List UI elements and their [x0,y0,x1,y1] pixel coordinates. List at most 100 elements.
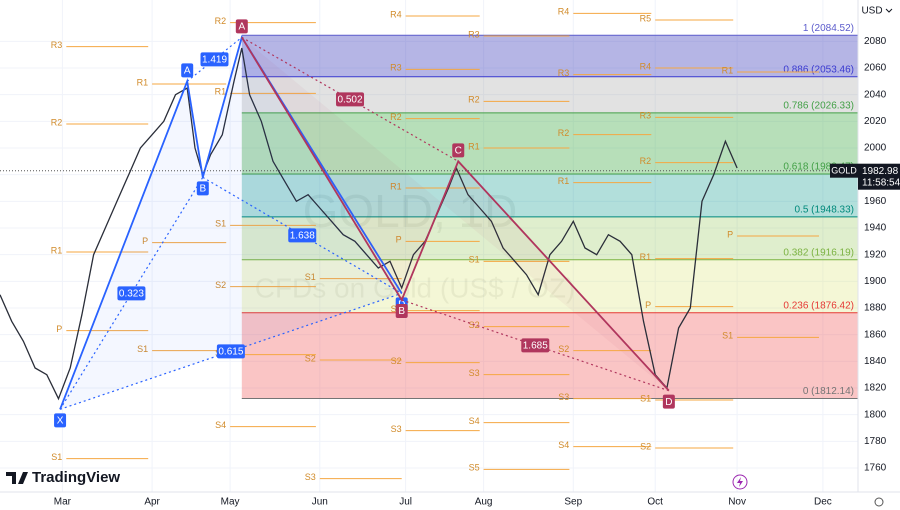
pivot-label: S3 [558,392,569,402]
pivot-label: R3 [558,68,570,78]
x-tick-label: May [221,497,240,508]
y-tick-label: 1880 [864,303,887,314]
pivot-label: S5 [469,463,480,473]
pivot-label: R3 [640,111,652,121]
ratio-box [117,286,146,301]
settings-icon [874,497,884,507]
pivot-label: S3 [469,368,480,378]
pivot-label: R2 [558,128,570,138]
point-label: A [184,65,191,76]
pivot-label: P [645,300,651,310]
ratio-label: 0.323 [119,288,144,299]
pivot-label: R3 [390,63,402,73]
fib-zone [241,259,859,313]
currency-caret [885,8,893,13]
y-tick-label: 1840 [864,356,887,367]
pivot-label: S2 [215,280,226,290]
fib-label: 0 (1812.14) [803,386,854,397]
y-tick-label: 1860 [864,329,887,340]
pivot-label: P [142,236,148,246]
pivot-label: S1 [640,393,651,403]
x-tick-label: Jul [399,497,412,508]
point-label: B [199,183,206,194]
y-tick-label: 2060 [864,63,887,74]
y-tick-label: 1820 [864,383,887,394]
pivot-label: S1 [215,219,226,229]
x-tick-label: Apr [144,497,160,508]
x-tick-label: Sep [564,497,582,508]
fib-label: 0.382 (1916.19) [783,247,854,258]
fib-zone [241,216,859,260]
time-axis [0,492,900,510]
pivot-label: R2 [51,117,63,127]
price-tag [858,163,900,190]
pivot-label: R1 [51,245,63,255]
price-line [0,47,738,401]
pivot-label: R5 [640,13,652,23]
fib-label: 0.5 (1948.33) [795,205,855,216]
brand-name: TradingView [32,469,120,486]
pivot-label: R1 [722,65,734,75]
x-tick-label: Nov [728,497,746,508]
y-tick-label: 2080 [864,36,887,47]
point-box [181,63,194,78]
pivot-label: P [727,229,733,239]
point-label: D [665,397,672,408]
point-box [662,394,675,409]
pivot-label: S4 [469,416,480,426]
ratio-box [521,338,550,353]
events-bolt [737,477,743,487]
currency: USD [861,6,882,17]
pivot-label: S4 [558,440,569,450]
pivot-label: S1 [722,331,733,341]
pivot-label: S3 [305,472,316,482]
y-tick-label: 1780 [864,436,887,447]
fib-label: 0.886 (2053.46) [783,64,854,75]
y-tick-label: 1800 [864,409,887,420]
y-tick-label: 1920 [864,249,887,260]
pivot-label: R3 [51,40,63,50]
point-box [235,19,248,34]
pivot-label: S2 [558,344,569,354]
fib-zone [241,76,859,113]
point-box [452,143,465,158]
y-tick-label: 1760 [864,463,887,474]
pattern-leg [59,35,403,410]
pivot-label: R1 [137,77,149,87]
ratio-box [200,52,229,67]
y-tick-label: 2020 [864,116,887,127]
pivot-label: S2 [305,353,316,363]
fib-label: 1 (2084.52) [803,23,854,34]
countdown: 11:58:54 [862,177,900,188]
pivot-label: R1 [390,181,402,191]
ratio-label: 1.638 [290,230,315,241]
pivot-label: S1 [469,255,480,265]
events-icon [732,474,748,490]
price-axis [858,0,900,510]
pivot-label: R4 [390,9,402,19]
pivot-label: R3 [468,29,480,39]
fib-zone [241,112,859,175]
ratio-label: 0.615 [218,346,243,357]
pattern-ratio-line [241,36,459,162]
point-label: X [57,415,64,426]
fib-zone [241,35,859,77]
y-tick-label: 2040 [864,89,887,100]
pivot-label: R1 [558,176,570,186]
x-tick-label: Oct [647,497,663,508]
fib-label: 0.236 (1876.42) [783,300,854,311]
ratio-label: 1.419 [202,54,227,65]
point-label: C [455,145,462,156]
symbol-label: GOLD [831,166,857,176]
y-tick-label: 1900 [864,276,887,287]
pivot-label: S2 [391,356,402,366]
pivot-label: R4 [558,7,570,17]
pivot-label: R1 [468,141,480,151]
fib-zone [241,174,859,217]
x-tick-label: Dec [814,497,832,508]
pivot-label: S4 [215,420,226,430]
pivot-label: R4 [640,61,652,71]
pivot-label: P [56,324,62,334]
pivot-label: S3 [391,424,402,434]
